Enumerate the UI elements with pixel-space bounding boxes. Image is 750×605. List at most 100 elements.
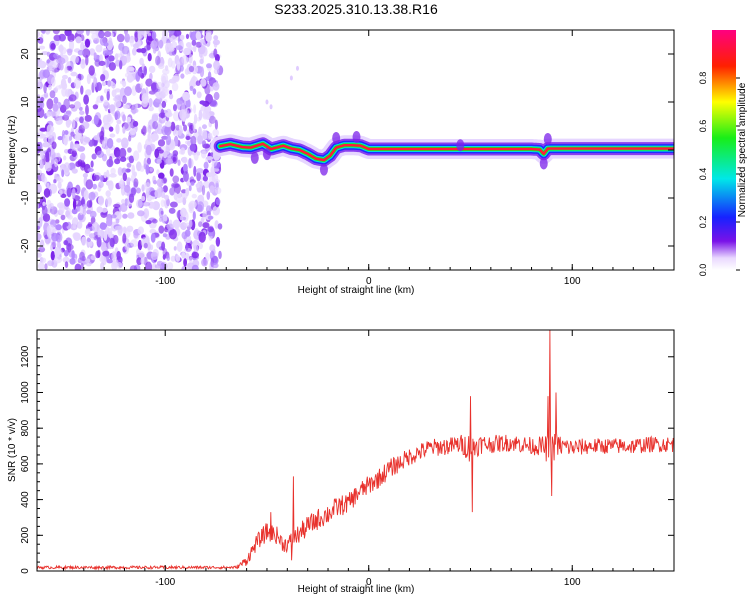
noise-blob [158,149,164,154]
noise-blob [189,256,193,265]
noise-blob [173,192,178,201]
noise-blob [188,46,194,51]
noise-blob [188,65,195,73]
noise-blob [71,208,78,215]
noise-blob [75,144,81,149]
noise-blob [38,60,47,69]
noise-blob [61,169,65,178]
noise-blob [113,211,122,221]
noise-blob [175,255,181,262]
noise-blob [169,168,174,177]
noise-blob [119,147,127,159]
noise-blob [139,82,144,89]
noise-blob [57,136,63,141]
noise-blob [98,60,106,66]
noise-blob [202,109,209,119]
noise-blob [103,99,109,106]
noise-blob [166,223,174,231]
noise-blob [66,61,71,68]
noise-blob [84,38,91,48]
trace-spread-blob [456,139,465,152]
snr-ytick-label: 600 [20,455,31,472]
noise-blob [136,248,141,256]
noise-blob [124,184,131,193]
noise-blob [211,172,215,177]
noise-blob [42,201,46,207]
noise-blob [86,73,91,85]
noise-blob [102,64,106,75]
noise-blob [119,203,128,212]
noise-blob [115,218,120,224]
noise-blob [111,251,117,261]
noise-blob [201,129,208,140]
noise-blob [82,203,88,210]
noise-blob [71,168,78,174]
noise-blob [170,121,176,132]
noise-blob [75,36,82,44]
noise-blob [202,175,208,182]
noise-blob [86,209,92,215]
noise-blob [97,195,105,206]
noise-blob [156,94,161,100]
noise-blob [173,246,177,251]
noise-blob [213,161,220,170]
noise-blob [79,116,84,124]
noise-blob [209,244,216,252]
noise-blob [48,84,52,91]
noise-blob [106,138,114,149]
noise-blob [105,57,109,68]
noise-blob [180,207,187,217]
noise-blob [133,178,139,188]
noise-blob [63,240,69,246]
noise-blob [99,175,104,182]
noise-blob [71,250,75,260]
noise-blob [196,168,204,174]
noise-blob [171,60,176,69]
noise-blob [55,224,62,231]
noise-blob [181,252,186,259]
noise-blob [136,257,143,266]
noise-blob [44,30,51,35]
noise-blob [83,94,89,105]
noise-blob [192,88,197,95]
noise-blob [183,124,188,132]
noise-blob [57,181,62,189]
noise-blob [73,77,81,89]
colorbar-ticks: 0.0 0.2 0.4 0.6 0.8 [698,72,740,276]
noise-blob [93,135,100,141]
noise-blob [119,60,123,70]
noise-blob [201,185,206,196]
noise-blob [176,60,181,71]
noise-blob [63,250,69,257]
noise-blob [98,30,105,39]
noise-blob [212,82,220,91]
noise-blob [70,71,78,77]
noise-blob [122,55,128,65]
noise-blob [193,165,197,177]
noise-blob [128,135,132,142]
noise-blob [129,128,136,136]
noise-blob [177,129,182,137]
noise-blob [165,146,170,155]
noise-blob [58,33,66,42]
noise-blob [41,205,48,216]
noise-blob [198,242,204,250]
noise-blob [84,114,92,122]
noise-blob [37,233,42,241]
noise-blob [136,199,143,209]
noise-blob [172,175,180,184]
noise-blob [70,131,75,137]
noise-blob [65,119,73,126]
noise-blob [108,126,114,132]
noise-blob [158,207,164,219]
noise-blob [195,183,200,188]
noise-blob [154,189,162,198]
noise-blob [66,187,72,198]
noise-blob [142,125,147,136]
noise-blob [39,133,47,138]
noise-blob [169,187,176,196]
noise-blob [115,123,120,135]
trace-spread-blob [539,157,548,170]
noise-blob [62,134,68,145]
noise-blob [151,262,157,270]
